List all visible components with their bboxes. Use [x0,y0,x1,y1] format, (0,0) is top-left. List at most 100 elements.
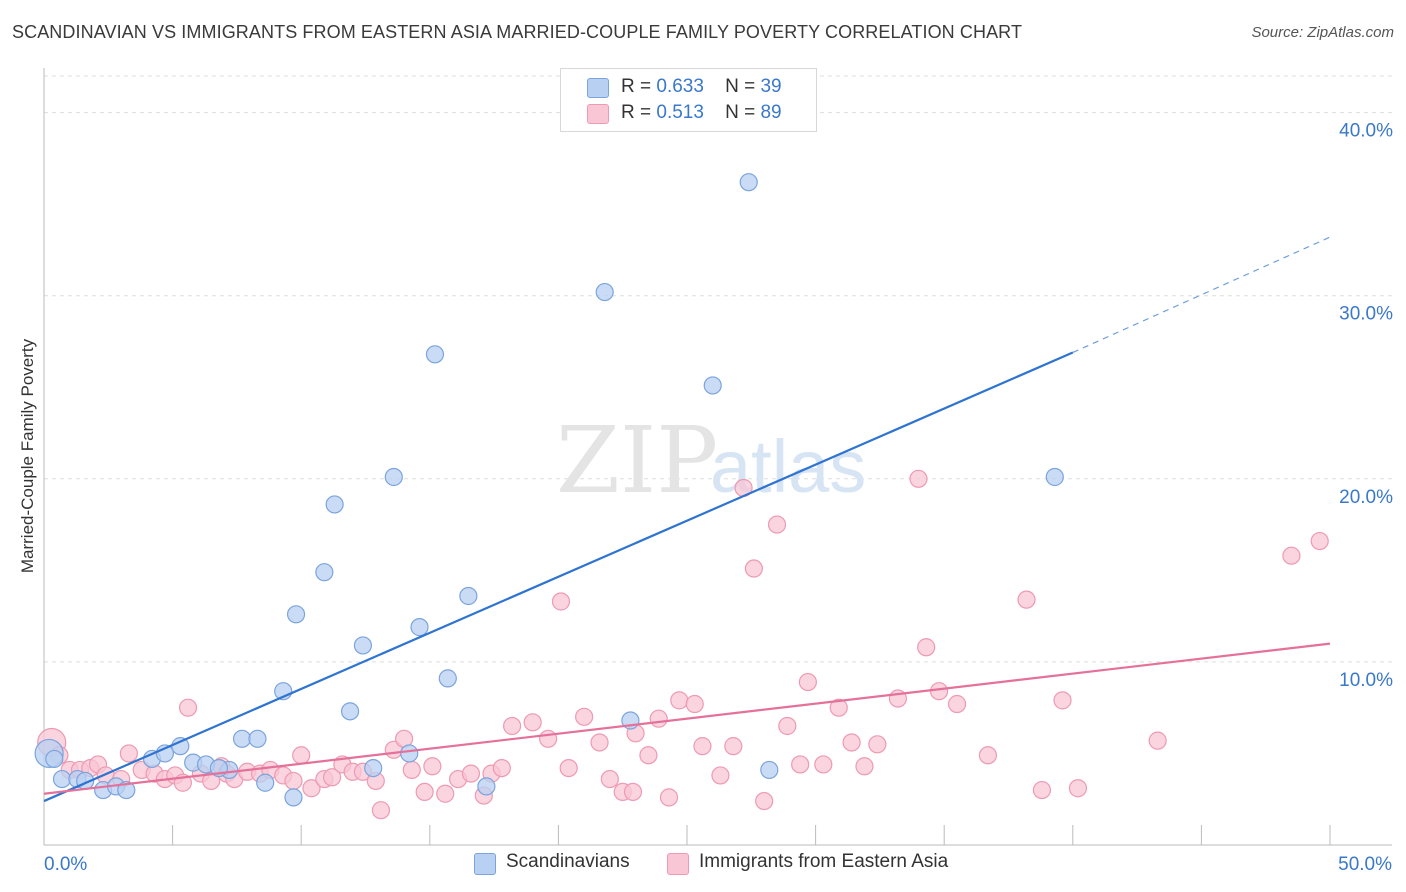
data-point [767,515,787,534]
legend-r-value: 0.633 [656,76,704,97]
data-point [340,702,360,721]
data-point [410,618,429,637]
data-point [649,709,668,728]
axes [43,68,1392,846]
data-point [842,733,861,752]
legend-r-label: R = [621,76,652,97]
watermark-zip: ZIP [556,407,718,514]
data-point [384,467,403,487]
series-scandinavians-points [34,173,1064,807]
data-point [909,469,928,488]
data-point [322,768,342,787]
data-point [711,766,730,785]
data-point [1053,691,1072,710]
bottom-legend-swatch-pink [667,853,689,875]
data-point [286,605,306,624]
data-point [868,735,887,754]
trend-lines [43,236,1331,803]
data-point [917,638,936,657]
trend-line-scandinavians-extension [1072,236,1331,354]
legend-n-value: 89 [760,102,782,123]
data-point [600,769,619,789]
data-point [947,694,967,714]
data-point [760,760,779,780]
data-point [829,698,848,717]
legend-swatch-blue [587,78,609,98]
data-point [284,788,303,807]
data-point [284,771,303,791]
legend-r-label: R = [621,102,652,123]
data-point [371,801,391,820]
bottom-legend-swatch-blue [474,853,496,875]
gridlines [44,75,1392,663]
data-point [639,746,658,765]
data-point [292,746,311,765]
data-point [539,729,558,748]
data-point [45,749,64,769]
data-point [659,788,679,807]
legend-r-value: 0.513 [656,102,704,123]
data-point [703,376,722,395]
y-tick-label: 10.0% [1339,670,1393,691]
legend-n-label: N = [725,76,756,97]
data-point [724,737,743,756]
data-point [492,758,511,778]
data-point [459,586,478,606]
data-point [1148,731,1167,750]
data-point [423,757,442,776]
data-point [798,672,817,692]
data-point [1017,590,1036,609]
x-tick-label: 0.0% [44,854,87,875]
data-point [978,746,998,765]
data-point [929,682,949,701]
y-axis-label: Married-Couple Family Poverty [18,338,37,574]
chart-title: SCANDINAVIAN VS IMMIGRANTS FROM EASTERN … [12,22,1023,42]
data-point [1282,546,1301,565]
data-point [52,769,72,789]
data-point [1032,780,1052,800]
data-point [670,691,689,710]
data-point [739,173,758,192]
data-point [438,669,457,688]
y-tick-label: 20.0% [1339,487,1393,508]
y-tick-label: 30.0% [1339,304,1393,325]
data-point [1045,467,1064,487]
data-point [693,737,712,756]
legend-n-value: 39 [760,76,782,97]
trend-line-scandinavians [43,351,1074,803]
data-point [325,495,344,514]
data-point [590,733,609,752]
data-point [119,744,138,763]
tick-labels: 10.0% 20.0% 30.0% 40.0% 0.0% 50.0% [44,121,1393,875]
data-point [117,780,136,800]
data-point [461,764,481,783]
data-point [302,779,321,798]
legend-n-label: N = [725,102,756,123]
data-point [575,707,594,726]
data-point [791,755,810,774]
data-point [744,559,763,578]
bottom-legend-label: Scandinavians [506,851,630,872]
data-point [595,282,614,302]
data-point [559,758,578,778]
data-point [315,563,334,582]
data-point [425,345,445,364]
watermark-atlas: atlas [710,425,866,508]
data-point [477,777,496,796]
data-point [1310,531,1329,551]
watermark: ZIP atlas [556,407,866,514]
chart-source: Source: ZipAtlas.com [1251,24,1394,41]
data-point [364,758,383,778]
legend-swatch-pink [587,104,609,124]
x-tick-label: 50.0% [1338,854,1392,875]
data-point [256,773,275,792]
correlation-legend: R = 0.633 N = 39 R = 0.513 N = 89 [560,68,817,132]
data-point [685,694,704,714]
data-point [755,791,774,811]
y-tick-label: 40.0% [1339,121,1393,142]
data-point [855,757,874,776]
data-point [551,592,571,611]
data-point [402,760,421,780]
data-point [1068,779,1088,798]
